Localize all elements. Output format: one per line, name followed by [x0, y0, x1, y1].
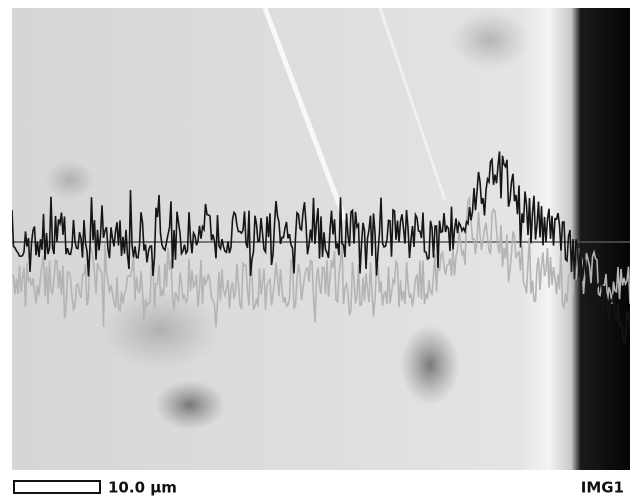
- light-trace: [12, 195, 630, 328]
- dark-feature: [100, 290, 220, 370]
- scratch: [378, 8, 447, 201]
- scale-bar-label: 10.0 µm: [108, 479, 177, 497]
- micrograph-background: [12, 8, 630, 470]
- dark-feature: [155, 380, 225, 430]
- scale-bar: [13, 480, 101, 494]
- dark-trace: [12, 151, 630, 344]
- dark-feature: [450, 10, 530, 70]
- scratch: [262, 8, 348, 221]
- micrograph: [12, 8, 630, 470]
- dark-feature: [45, 160, 95, 200]
- dark-feature: [400, 325, 460, 405]
- image-label: IMG1: [581, 479, 624, 497]
